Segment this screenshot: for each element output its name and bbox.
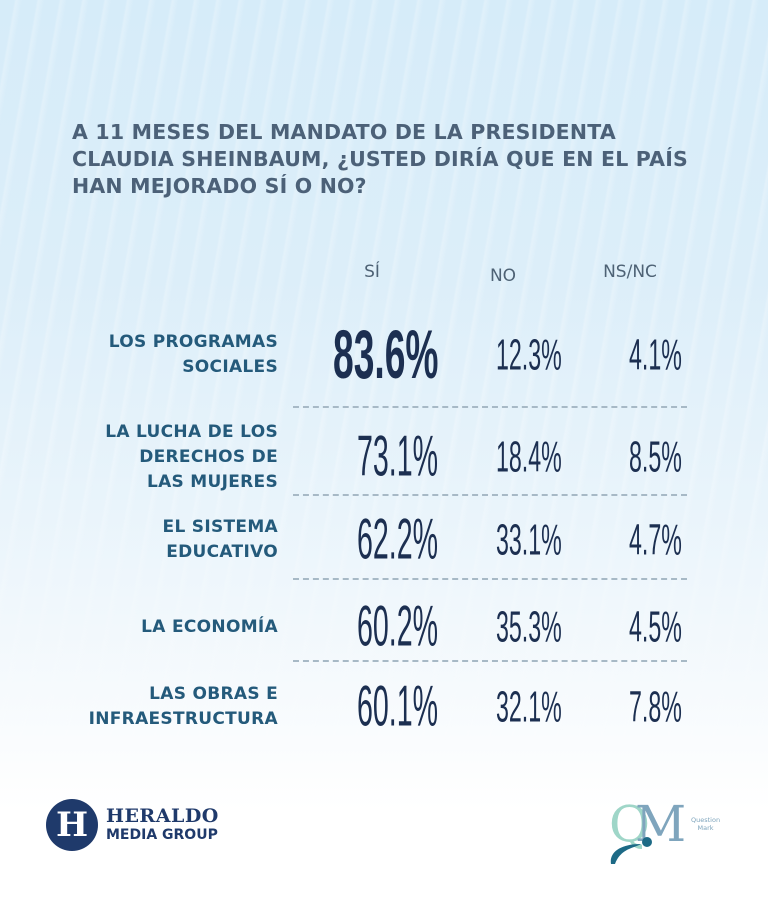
row-separator (293, 660, 687, 662)
value-nsnc: 7.8% (629, 682, 682, 732)
row-label-line: LAS MUJERES (146, 471, 278, 492)
row-separator (293, 406, 687, 408)
row-label-line: EDUCATIVO (166, 542, 278, 562)
chart-title: A 11 MESES DEL MANDATO DE LA PRESIDENTA … (72, 120, 688, 198)
value-nsnc: 4.7% (629, 515, 682, 565)
row-label-line: SOCIALES (182, 357, 278, 377)
value-nsnc: 4.5% (629, 602, 682, 652)
row-separator (293, 578, 687, 580)
heraldo-sub: MEDIA GROUP (106, 827, 218, 843)
qm-text-line2: Mark (697, 824, 714, 832)
background-stripes (0, 0, 768, 760)
row-label-line: DERECHOS DE (139, 446, 278, 467)
qm-swoosh-icon (610, 837, 652, 864)
question-mark-logo: Q M Question Mark (605, 796, 735, 866)
row-label-line: INFRAESTRUCTURA (88, 709, 278, 729)
row-label: EL SISTEMA EDUCATIVO (163, 515, 278, 565)
qm-text-line1: Question (691, 816, 721, 824)
row-label: LA ECONOMÍA (141, 615, 278, 640)
value-nsnc: 8.5% (629, 432, 682, 482)
heraldo-media-group-logo: H HERALDO MEDIA GROUP (46, 799, 246, 855)
row-label-line: LAS OBRAS E (149, 684, 278, 704)
row-label-line: LOS PROGRAMAS (108, 332, 278, 352)
column-header-no: NO (489, 266, 517, 286)
value-no: 12.3% (496, 330, 562, 380)
row-label: LAS OBRAS E INFRAESTRUCTURA (89, 682, 278, 732)
value-si: 62.2% (356, 508, 438, 572)
row-label-line: LA ECONOMÍA (141, 616, 278, 637)
column-header-si: SÍ (364, 262, 380, 282)
value-nsnc: 4.1% (629, 330, 682, 380)
value-si: 60.2% (356, 595, 438, 659)
value-no: 32.1% (496, 682, 562, 732)
value-si: 60.1% (356, 675, 438, 739)
qm-text: Question Mark (691, 816, 720, 832)
row-separator (293, 494, 687, 496)
value-no: 18.4% (496, 432, 562, 482)
value-si: 83.6% (332, 315, 438, 393)
value-si: 73.1% (356, 425, 438, 489)
heraldo-h-icon: H (46, 799, 98, 851)
row-label: LA LUCHA DE LOS DERECHOS DE LAS MUJERES (105, 420, 278, 495)
column-header-nsnc: NS/NC (603, 262, 657, 282)
row-label-line: LA LUCHA DE LOS (105, 421, 278, 442)
row-label: LOS PROGRAMAS SOCIALES (109, 330, 278, 380)
value-no: 33.1% (496, 515, 562, 565)
value-no: 35.3% (496, 602, 562, 652)
row-label-line: EL SISTEMA (162, 517, 278, 537)
heraldo-name: HERALDO (106, 805, 219, 827)
